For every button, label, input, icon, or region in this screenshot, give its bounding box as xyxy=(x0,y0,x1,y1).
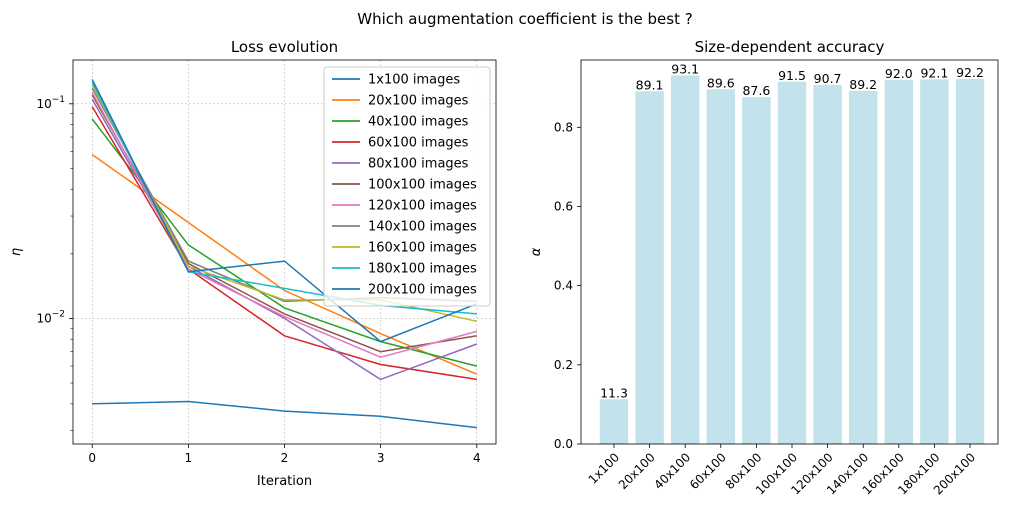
loss-y-tick-label: 10−2 xyxy=(36,309,65,325)
accuracy-bar-value-label: 91.5 xyxy=(778,68,806,83)
loss-x-tick-label: 4 xyxy=(473,451,481,465)
loss-legend-label: 20x100 images xyxy=(368,94,469,109)
accuracy-y-tick-label: 0.0 xyxy=(554,437,573,451)
accuracy-value-labels: 11.3 89.1 93.1 89.6 87.6 91.5 90.7 89.2 92.0 92.1… xyxy=(600,61,984,400)
accuracy-bar xyxy=(670,75,700,444)
accuracy-chart-title: Size-dependent accuracy xyxy=(695,38,885,56)
accuracy-bar xyxy=(742,97,771,444)
accuracy-bar xyxy=(884,79,914,444)
accuracy-bar-value-label: 92.1 xyxy=(920,65,948,80)
loss-legend-label: 120x100 images xyxy=(368,199,477,214)
loss-x-ticks: 0 1 2 3 4 xyxy=(88,444,481,465)
loss-x-tick-label: 1 xyxy=(185,451,193,465)
loss-y-ticks: 10−2 10−1 xyxy=(36,95,73,431)
loss-legend-label: 1x100 images xyxy=(368,73,460,88)
loss-x-tick-label: 3 xyxy=(377,451,385,465)
figure-suptitle: Which augmentation coefficient is the be… xyxy=(357,10,692,28)
accuracy-bar-value-label: 89.6 xyxy=(707,75,735,90)
accuracy-x-tick-label: 60x100 xyxy=(687,450,729,492)
loss-series-line xyxy=(91,106,477,381)
loss-legend-label: 160x100 images xyxy=(368,241,477,256)
accuracy-bar-value-label: 92.2 xyxy=(956,65,984,80)
accuracy-x-tick-label: 40x100 xyxy=(651,450,693,492)
accuracy-bar-value-label: 87.6 xyxy=(742,83,770,98)
accuracy-y-ticks: 0.0 0.2 0.4 0.6 0.8 xyxy=(554,120,581,451)
loss-series-line xyxy=(91,79,478,343)
accuracy-bar xyxy=(635,91,664,444)
loss-legend-label: 80x100 images xyxy=(368,157,469,172)
loss-x-tick-label: 2 xyxy=(281,451,289,465)
accuracy-bar xyxy=(777,81,807,444)
loss-legend-label: 100x100 images xyxy=(368,178,477,193)
loss-legend-label: 140x100 images xyxy=(368,220,477,235)
accuracy-x-ticks: 1x10020x10040x10060x10080x100100x100120x… xyxy=(586,444,978,498)
accuracy-bar xyxy=(955,79,985,444)
loss-legend: 1x100 images 20x100 images 40x100 images 60… xyxy=(323,66,491,307)
loss-series-line xyxy=(91,84,477,323)
loss-legend-box xyxy=(323,66,491,307)
accuracy-y-axis-label: α xyxy=(529,247,544,256)
loss-legend-label: 180x100 images xyxy=(368,262,477,277)
accuracy-bar xyxy=(920,79,949,444)
loss-series-line xyxy=(92,400,477,429)
loss-y-tick-label: 10−1 xyxy=(36,95,65,111)
accuracy-bar-value-label: 11.3 xyxy=(600,385,628,400)
accuracy-bar xyxy=(706,89,736,444)
accuracy-bar-value-label: 92.0 xyxy=(885,66,913,81)
accuracy-bar-value-label: 89.2 xyxy=(849,77,877,92)
accuracy-bar xyxy=(848,90,878,444)
accuracy-bar-value-label: 93.1 xyxy=(671,61,699,76)
loss-legend-label: 40x100 images xyxy=(368,115,469,130)
loss-legend-label: 60x100 images xyxy=(368,136,469,151)
accuracy-y-tick-label: 0.2 xyxy=(554,358,573,372)
loss-legend-label: 200x100 images xyxy=(368,283,477,298)
accuracy-bar xyxy=(813,84,842,444)
accuracy-bar xyxy=(599,399,629,444)
loss-y-axis-label: η xyxy=(9,248,24,256)
accuracy-y-tick-label: 0.8 xyxy=(554,120,573,134)
loss-chart-title: Loss evolution xyxy=(231,38,338,56)
accuracy-y-tick-label: 0.4 xyxy=(554,279,573,293)
loss-x-tick-label: 0 xyxy=(88,451,96,465)
accuracy-y-tick-label: 0.6 xyxy=(554,199,573,213)
accuracy-bar-value-label: 89.1 xyxy=(636,77,664,92)
loss-x-axis-label: Iteration xyxy=(257,474,312,489)
accuracy-bar-value-label: 90.7 xyxy=(814,71,842,86)
accuracy-bars xyxy=(599,75,985,444)
accuracy-chart: Size-dependent accuracy 1x10020x10040x10… xyxy=(529,38,999,498)
accuracy-x-tick-label: 20x100 xyxy=(616,450,658,492)
accuracy-plot-frame xyxy=(580,59,999,445)
